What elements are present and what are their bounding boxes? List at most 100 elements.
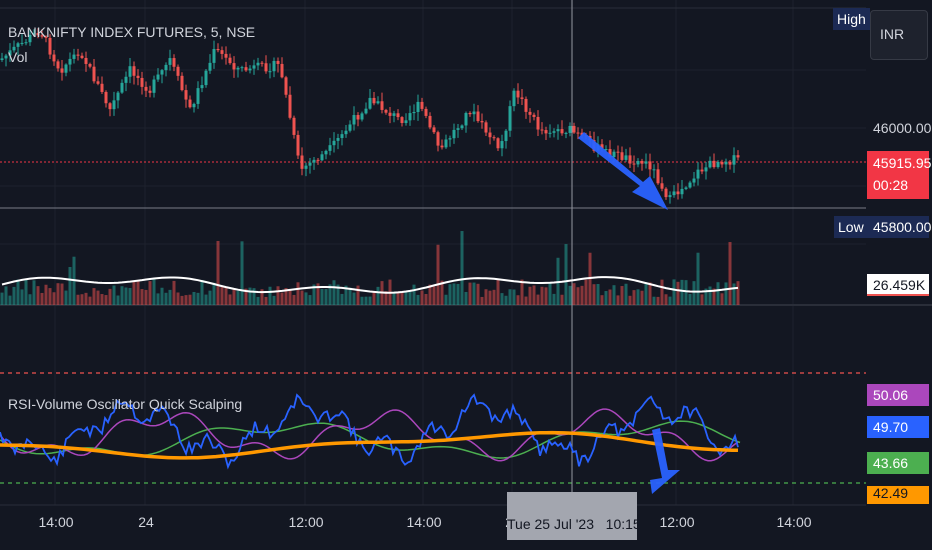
symbol-title[interactable]: BANKNIFTY INDEX FUTURES, 5, NSE (8, 24, 256, 40)
volume-bar (32, 280, 36, 305)
candle-body (180, 75, 184, 91)
volume-bar (516, 295, 520, 305)
candle-body (500, 141, 504, 149)
volume-bar (464, 291, 468, 305)
candle-body (108, 103, 112, 110)
oscillator-arrow-drawing[interactable] (650, 428, 680, 494)
candle-body (540, 129, 544, 131)
candle-body (668, 195, 672, 198)
candle-body (532, 114, 536, 117)
volume-bars (0, 231, 740, 305)
volume-bar (20, 289, 24, 305)
candle-body (156, 74, 160, 80)
candle-body (116, 92, 120, 101)
candle-body (96, 81, 100, 84)
candle-body (160, 70, 164, 75)
candle-body (100, 83, 104, 92)
candle-body (228, 57, 232, 64)
candle-body (512, 90, 516, 107)
volume-bar (608, 289, 612, 305)
candle-body (172, 58, 176, 67)
candle-body (484, 122, 488, 133)
volume-bar (552, 293, 556, 305)
volume-bar (52, 292, 56, 305)
volume-bar (364, 296, 368, 305)
candle-body (372, 97, 376, 104)
candle-body (424, 108, 428, 116)
last-price-value: 45915.95 (873, 155, 932, 171)
candle-body (44, 36, 48, 38)
candle-body (16, 43, 20, 47)
volume-bar (188, 294, 192, 305)
indicator-title[interactable]: RSI-Volume Oscillator Quick Scalping (8, 396, 243, 412)
volume-bar (152, 279, 156, 305)
candle-body (200, 85, 204, 89)
time-label-7: 14:00 (776, 514, 812, 530)
candle-body (720, 161, 724, 165)
candle-body (520, 97, 524, 99)
volume-bar (204, 294, 208, 305)
currency-button[interactable]: INR (870, 10, 928, 60)
candle-body (132, 66, 136, 76)
volume-bar (472, 282, 476, 305)
volume-bar (480, 296, 484, 305)
price-arrow-drawing[interactable] (578, 132, 668, 210)
candle-body (56, 61, 60, 69)
candle-body (684, 187, 688, 189)
volume-bar (416, 294, 420, 305)
candle-body (412, 112, 416, 114)
candle-body (460, 125, 464, 129)
volume-bar (112, 285, 116, 305)
candle-body (224, 53, 228, 58)
volume-bar (228, 294, 232, 305)
volume-bar (148, 281, 152, 305)
volume-bar (104, 295, 108, 305)
candle-body (400, 117, 404, 123)
candle-body (64, 64, 68, 73)
candle-body (376, 101, 380, 104)
volume-bar (172, 280, 176, 305)
candle-body (84, 57, 88, 64)
volume-legend[interactable]: Vol (8, 49, 28, 65)
candle-body (304, 165, 308, 169)
candle-body (128, 66, 132, 77)
volume-bar (428, 284, 432, 305)
volume-bar (180, 295, 184, 305)
volume-bar (448, 284, 452, 305)
volume-bar (396, 291, 400, 305)
volume-bar (320, 288, 324, 305)
candle-body (644, 161, 648, 164)
volume-bar (16, 279, 20, 305)
volume-bar (392, 291, 396, 305)
volume-bar (256, 296, 260, 305)
volume-bar (268, 286, 272, 305)
candle-body (124, 76, 128, 83)
volume-bar (400, 291, 404, 305)
volume-bar (720, 293, 724, 305)
volume-bar (304, 292, 308, 305)
candle-body (76, 54, 80, 56)
volume-bar (724, 282, 728, 305)
volume-bar (336, 284, 340, 305)
candle-body (0, 58, 4, 60)
volume-bar (100, 294, 104, 305)
volume-bar (668, 296, 672, 305)
volume-bar (664, 294, 668, 305)
volume-bar (560, 294, 564, 305)
candle-body (192, 103, 196, 108)
volume-bar (328, 284, 332, 305)
volume-bar (580, 285, 584, 305)
candle-body (220, 50, 224, 54)
candle-body (472, 111, 476, 115)
candle-body (216, 48, 220, 51)
candle-body (344, 130, 348, 135)
candle-body (112, 100, 116, 110)
volume-bar (248, 287, 252, 305)
candle-body (312, 159, 316, 163)
volume-bar (712, 288, 716, 305)
candle-body (280, 63, 284, 78)
volume-bar (56, 283, 60, 305)
volume-bar (308, 295, 312, 305)
candle-body (628, 155, 632, 164)
